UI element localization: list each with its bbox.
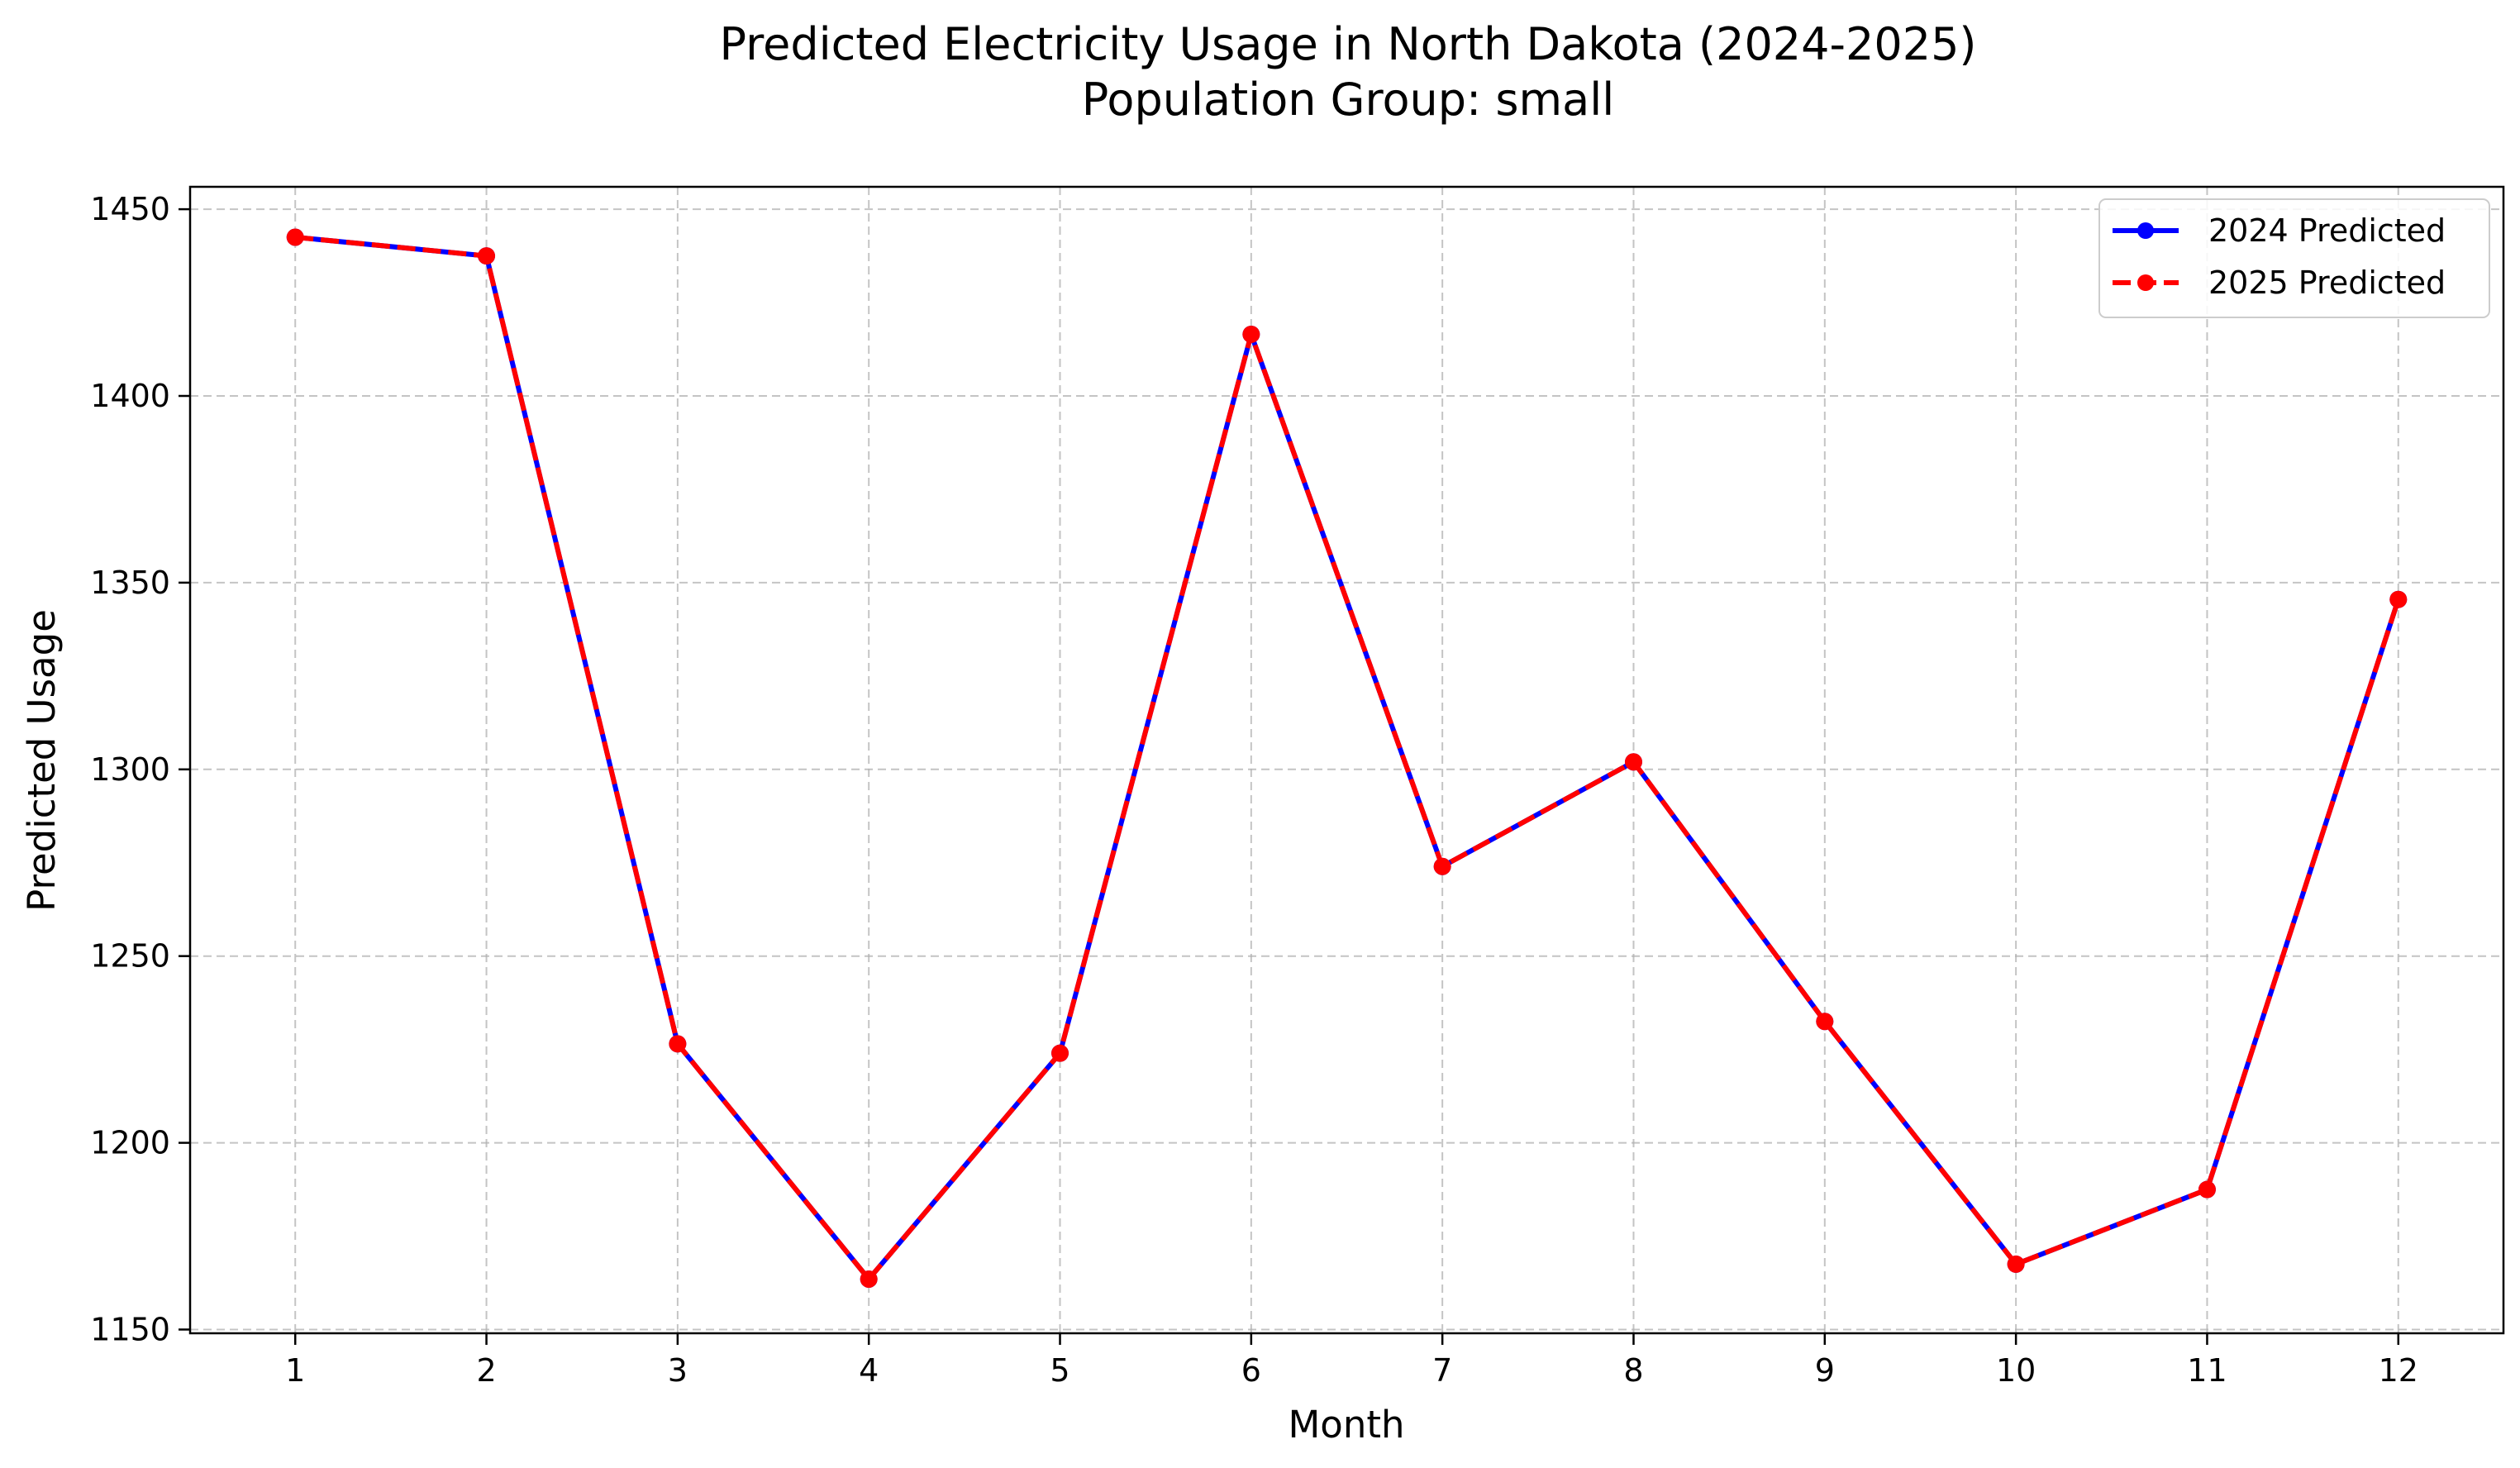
chart-title: Predicted Electricity Usage in North Dak… xyxy=(719,18,1976,70)
data-point xyxy=(2007,1255,2025,1273)
legend-label-2025: 2025 Predicted xyxy=(2208,265,2446,301)
y-axis-ticks: 1150 1200 1250 1300 1350 1400 1450 xyxy=(90,191,190,1347)
legend-label-2024: 2024 Predicted xyxy=(2208,212,2446,249)
data-point xyxy=(669,1035,687,1053)
gridlines xyxy=(190,187,2503,1333)
legend-swatch-2024-marker xyxy=(2137,222,2154,239)
x-tick-label: 4 xyxy=(859,1352,879,1389)
legend-swatch-2025-marker xyxy=(2137,274,2154,291)
data-point xyxy=(860,1270,878,1288)
y-tick-label: 1400 xyxy=(90,378,170,414)
data-point xyxy=(1816,1013,1834,1031)
x-tick-label: 9 xyxy=(1815,1352,1835,1389)
series-lines xyxy=(286,228,2408,1288)
y-axis-label: Predicted Usage xyxy=(20,609,64,912)
x-tick-label: 3 xyxy=(668,1352,688,1389)
data-point xyxy=(2389,590,2408,608)
x-axis-ticks: 1 2 3 4 5 6 7 8 9 10 11 12 xyxy=(285,1333,2418,1389)
x-tick-label: 8 xyxy=(1623,1352,1643,1389)
x-tick-label: 5 xyxy=(1050,1352,1069,1389)
data-point xyxy=(2198,1180,2216,1199)
x-tick-label: 1 xyxy=(285,1352,305,1389)
y-tick-label: 1200 xyxy=(90,1125,170,1161)
data-point xyxy=(286,228,304,246)
series-2025-predicted xyxy=(286,228,2408,1288)
x-tick-label: 2 xyxy=(476,1352,496,1389)
x-tick-label: 7 xyxy=(1432,1352,1452,1389)
data-point xyxy=(1242,325,1260,343)
legend: 2024 Predicted 2025 Predicted xyxy=(2098,198,2490,318)
y-tick-label: 1450 xyxy=(90,191,170,227)
x-tick-label: 12 xyxy=(2379,1352,2418,1389)
data-point xyxy=(1433,857,1451,875)
y-tick-label: 1350 xyxy=(90,565,170,601)
legend-box xyxy=(2098,198,2490,318)
data-point xyxy=(1051,1044,1069,1062)
y-tick-label: 1250 xyxy=(90,938,170,975)
chart-subtitle: Population Group: small xyxy=(1082,74,1614,126)
series-line xyxy=(294,235,2401,1282)
x-tick-label: 10 xyxy=(1996,1352,2036,1389)
data-point xyxy=(1624,753,1642,771)
data-point xyxy=(478,247,496,265)
x-axis-label: Month xyxy=(1288,1403,1404,1447)
x-tick-label: 6 xyxy=(1241,1352,1261,1389)
x-tick-label: 11 xyxy=(2187,1352,2227,1389)
plot-area-frame xyxy=(188,185,2505,1335)
y-tick-label: 1300 xyxy=(90,751,170,788)
y-tick-label: 1150 xyxy=(90,1311,170,1347)
